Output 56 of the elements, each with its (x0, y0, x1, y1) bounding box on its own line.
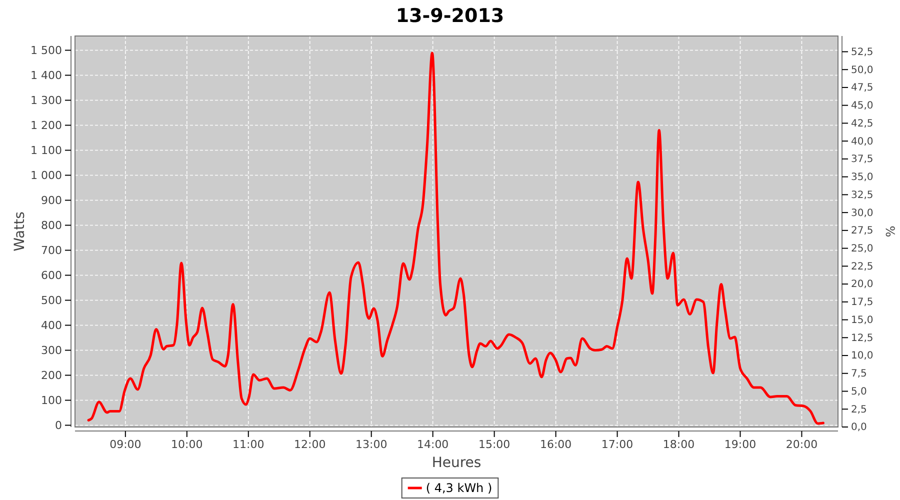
y2-tick-label: 0,0 (851, 422, 867, 434)
y2-tick-label: 35,0 (851, 172, 874, 184)
y2-tick-label: 20,0 (851, 279, 874, 290)
y2-tick-label: 12,5 (851, 332, 874, 344)
x-tick-label: 18:00 (662, 438, 695, 451)
x-tick-label: 17:00 (601, 438, 634, 451)
y2-tick-label: 45,0 (851, 100, 874, 112)
y-tick-label: 600 (41, 268, 62, 282)
x-tick-label: 16:00 (540, 438, 572, 451)
y-tick-label: 100 (41, 394, 62, 407)
x-tick-label: 12:00 (294, 438, 326, 451)
y-tick-label: 1 500 (30, 44, 62, 57)
y-tick-label: 800 (41, 218, 62, 232)
y-tick-label: 1 100 (30, 144, 62, 157)
y2-tick-label: 10,0 (851, 350, 874, 362)
y-tick-label: 1 300 (30, 94, 62, 107)
y2-tick-label: 27,5 (851, 226, 874, 237)
y2-tick-label: 22,5 (851, 261, 874, 272)
y-tick-label: 400 (41, 318, 62, 332)
x-tick-label: 10:00 (171, 438, 203, 451)
x-tick-label: 20:00 (786, 438, 818, 451)
y-axis-title: Watts (12, 212, 28, 252)
y-tick-label: 1 000 (30, 168, 62, 182)
x-tick-label: 19:00 (724, 438, 756, 451)
y2-tick-label: 7,5 (851, 368, 867, 380)
y2-tick-label: 2,5 (851, 404, 867, 416)
y2-tick-label: 37,5 (851, 154, 874, 166)
y2-tick-label: 15,0 (851, 314, 874, 326)
y2-tick-label: 52,5 (851, 46, 874, 58)
x-tick-label: 15:00 (478, 438, 510, 451)
y2-tick-label: 40,0 (851, 136, 874, 148)
y-tick-label: 900 (41, 194, 62, 207)
x-axis-title: Heures (432, 455, 482, 471)
chart-title: 13-9-2013 (396, 5, 504, 27)
line-series (87, 52, 824, 425)
y2-tick-label: 42,5 (851, 118, 874, 130)
y2-tick-label: 5,0 (851, 386, 867, 398)
y-tick-label: 700 (41, 244, 62, 257)
y-tick-label: 200 (41, 368, 62, 382)
y2-tick-label: 17,5 (851, 297, 874, 308)
y-tick-label: 1 400 (30, 68, 62, 82)
x-tick-label: 13:00 (355, 438, 388, 451)
y2-tick-label: 32,5 (851, 190, 874, 201)
x-tick-label: 14:00 (416, 438, 449, 451)
y-tick-label: 300 (41, 344, 62, 357)
y2-tick-label: 30,0 (851, 208, 874, 219)
y-tick-label: 500 (41, 294, 62, 307)
y2-tick-label: 25,0 (851, 244, 874, 254)
y-tick-label: 1 200 (30, 118, 62, 132)
x-tick-label: 11:00 (232, 438, 264, 451)
y2-axis-title: % (883, 226, 897, 238)
x-tick-label: 09:00 (110, 438, 142, 451)
y2-tick-label: 47,5 (851, 82, 874, 94)
y-tick-label: 0 (55, 418, 62, 432)
legend-label: ( 4,3 kWh ) (426, 481, 492, 495)
y2-tick-label: 50,0 (851, 64, 874, 76)
